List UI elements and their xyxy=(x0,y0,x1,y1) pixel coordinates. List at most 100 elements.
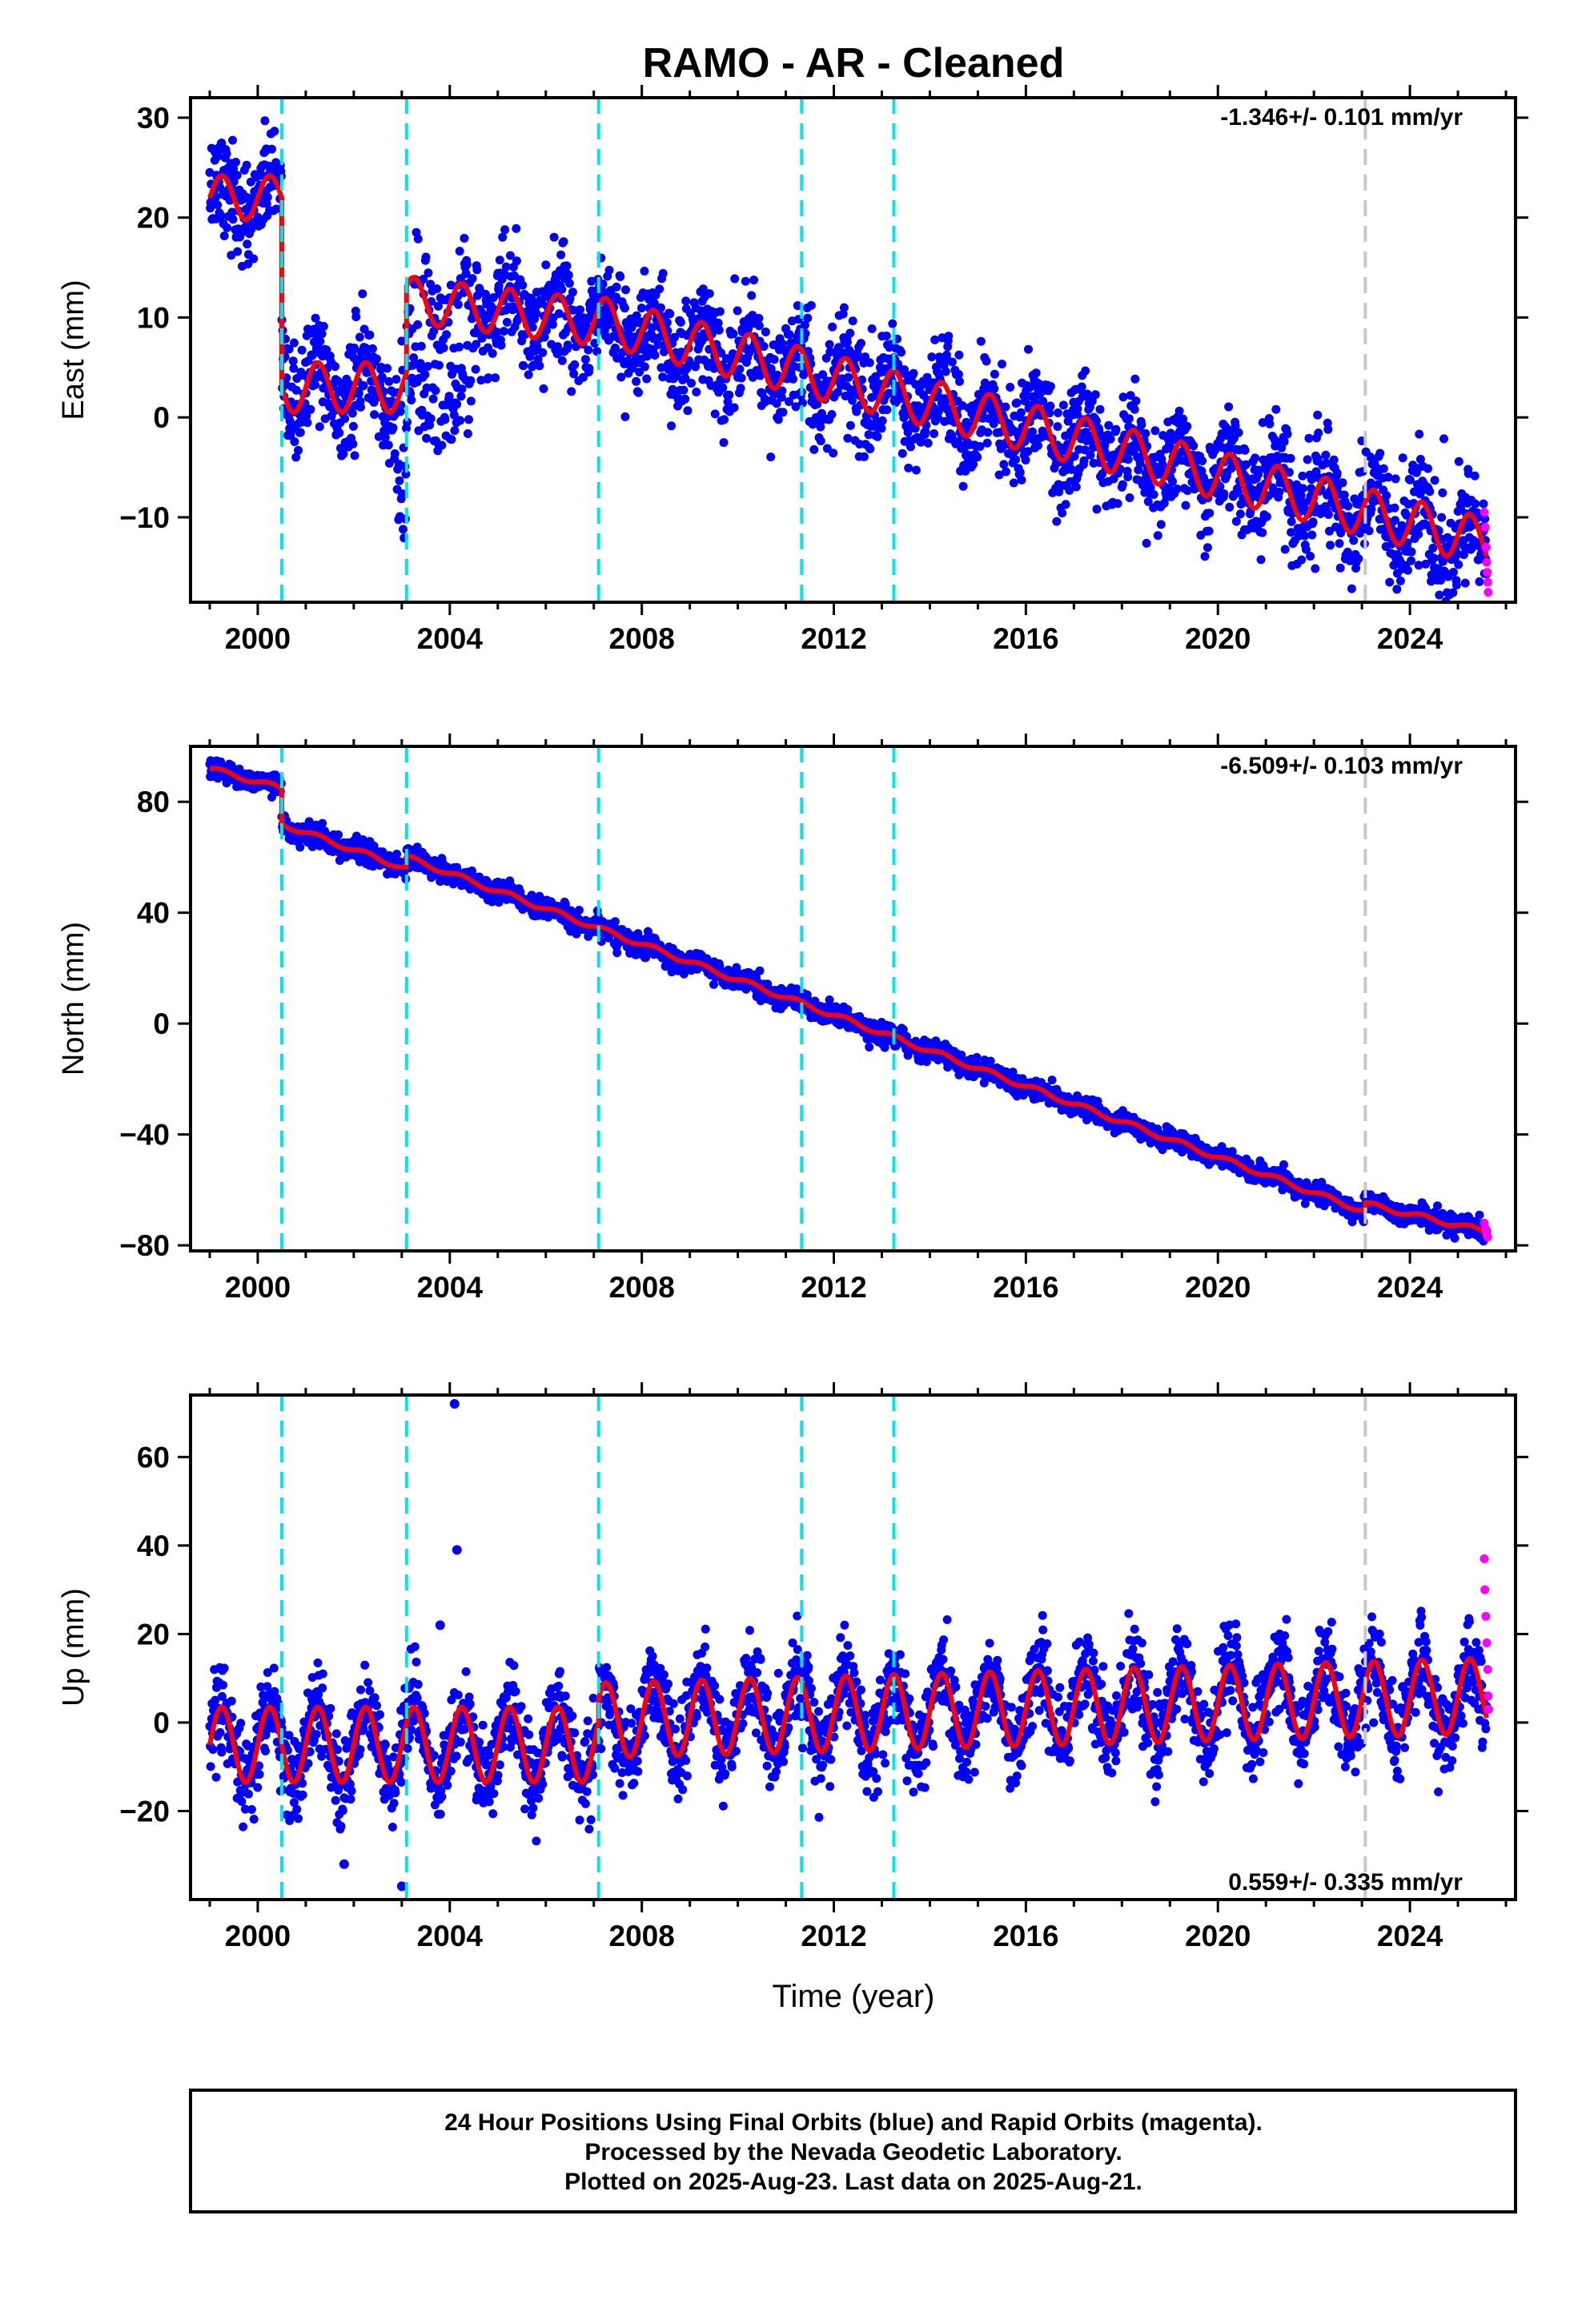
final-orbit-point xyxy=(319,322,328,331)
final-orbit-point xyxy=(1130,404,1139,414)
final-orbit-point xyxy=(1283,429,1292,439)
final-orbit-point xyxy=(456,416,465,425)
final-orbit-point xyxy=(1106,434,1115,444)
final-orbit-point xyxy=(1141,428,1150,438)
final-orbit-point xyxy=(676,317,685,327)
final-orbit-point xyxy=(1065,485,1074,495)
final-orbit-point xyxy=(1034,440,1042,450)
final-orbit-point xyxy=(1156,520,1166,529)
final-orbit-point xyxy=(290,437,299,446)
final-orbit-point xyxy=(1123,472,1133,481)
final-orbit-point xyxy=(656,363,666,372)
figure-title: RAMO - AR - Cleaned xyxy=(643,40,1065,86)
final-orbit-point xyxy=(990,369,999,379)
final-orbit-point xyxy=(243,239,252,249)
final-orbit-point xyxy=(311,380,320,389)
final-orbit-point xyxy=(1234,488,1243,497)
final-orbit-point xyxy=(1366,478,1375,488)
final-orbit-point xyxy=(1323,424,1333,434)
final-orbit-point xyxy=(825,348,835,357)
final-orbit-point xyxy=(761,328,770,336)
final-orbit-point xyxy=(720,415,729,424)
final-orbit-point xyxy=(1215,482,1225,491)
final-orbit-point xyxy=(466,396,476,406)
final-orbit-point xyxy=(472,340,481,349)
final-orbit-point xyxy=(584,345,593,355)
final-orbit-point xyxy=(1343,501,1353,511)
final-orbit-point xyxy=(271,204,281,214)
final-orbit-point xyxy=(616,372,626,382)
final-orbit-point xyxy=(1046,401,1055,411)
final-orbit-point xyxy=(501,262,511,271)
final-orbit-point xyxy=(334,830,343,839)
final-orbit-point xyxy=(737,373,746,383)
y-tick-label: 0 xyxy=(153,401,170,434)
final-orbit-point xyxy=(374,432,383,441)
final-orbit-point xyxy=(719,438,729,448)
final-orbit-point xyxy=(1017,475,1026,485)
velocity-annotation: -1.346+/- 0.101 mm/yr xyxy=(1220,104,1463,131)
final-orbit-point xyxy=(367,344,377,353)
final-orbit-point xyxy=(1015,468,1025,477)
final-orbit-point xyxy=(1118,392,1128,402)
final-orbit-point xyxy=(1435,590,1444,600)
final-orbit-point xyxy=(969,460,978,469)
final-orbit-point xyxy=(621,285,630,295)
final-orbit-point xyxy=(1142,538,1151,548)
final-orbit-point xyxy=(1439,434,1448,444)
final-orbit-point xyxy=(1016,408,1026,417)
final-orbit-point xyxy=(1301,545,1311,554)
final-orbit-point xyxy=(219,231,229,240)
final-orbit-point xyxy=(642,374,652,384)
x-tick-label: 2008 xyxy=(609,622,675,655)
final-orbit-point xyxy=(656,303,665,312)
x-tick-label: 2000 xyxy=(225,622,291,655)
plot-area xyxy=(205,746,1492,1251)
final-orbit-point xyxy=(532,342,542,352)
final-orbit-point xyxy=(263,192,272,202)
final-orbit-point xyxy=(291,385,301,395)
final-orbit-point xyxy=(557,284,567,294)
rapid-orbit-point xyxy=(1483,568,1492,577)
final-orbit-point xyxy=(302,411,311,420)
final-orbit-point xyxy=(1001,402,1010,412)
y-tick-label: 10 xyxy=(137,301,170,334)
final-orbit-point xyxy=(228,215,238,224)
final-orbit-point xyxy=(927,352,937,362)
final-orbit-point xyxy=(1326,541,1335,550)
final-orbit-point xyxy=(1231,421,1240,431)
final-orbit-point xyxy=(766,452,776,462)
final-orbit-point xyxy=(370,410,379,420)
final-orbit-point xyxy=(1313,454,1323,464)
final-orbit-point xyxy=(982,438,992,448)
final-orbit-point xyxy=(477,333,487,343)
final-orbit-point xyxy=(1146,483,1155,493)
rapid-orbit-point xyxy=(1482,557,1492,567)
final-orbit-point xyxy=(729,403,739,412)
final-orbit-point xyxy=(692,388,701,396)
final-orbit-point xyxy=(1028,427,1038,436)
final-orbit-point xyxy=(413,234,423,243)
final-orbit-point xyxy=(289,364,299,373)
final-orbit-point xyxy=(590,339,600,348)
final-orbit-point xyxy=(460,234,469,243)
final-orbit-point xyxy=(789,374,798,384)
final-orbit-point xyxy=(317,329,327,339)
final-orbit-point xyxy=(463,429,472,438)
final-orbit-point xyxy=(1258,418,1267,428)
final-orbit-point xyxy=(865,1043,874,1051)
final-orbit-point xyxy=(377,372,387,382)
final-orbit-point xyxy=(930,429,939,438)
final-orbit-point xyxy=(567,387,576,396)
final-orbit-point xyxy=(1415,429,1424,439)
final-orbit-point xyxy=(843,433,853,443)
final-orbit-point xyxy=(911,465,921,475)
final-orbit-point xyxy=(1275,487,1284,497)
final-orbit-point xyxy=(1090,390,1100,400)
final-orbit-point xyxy=(295,842,305,852)
final-orbit-point xyxy=(1307,484,1316,493)
final-orbit-point xyxy=(844,372,853,382)
final-orbit-point xyxy=(1364,526,1374,536)
final-orbit-point xyxy=(1234,428,1243,437)
final-orbit-point xyxy=(1182,486,1192,496)
